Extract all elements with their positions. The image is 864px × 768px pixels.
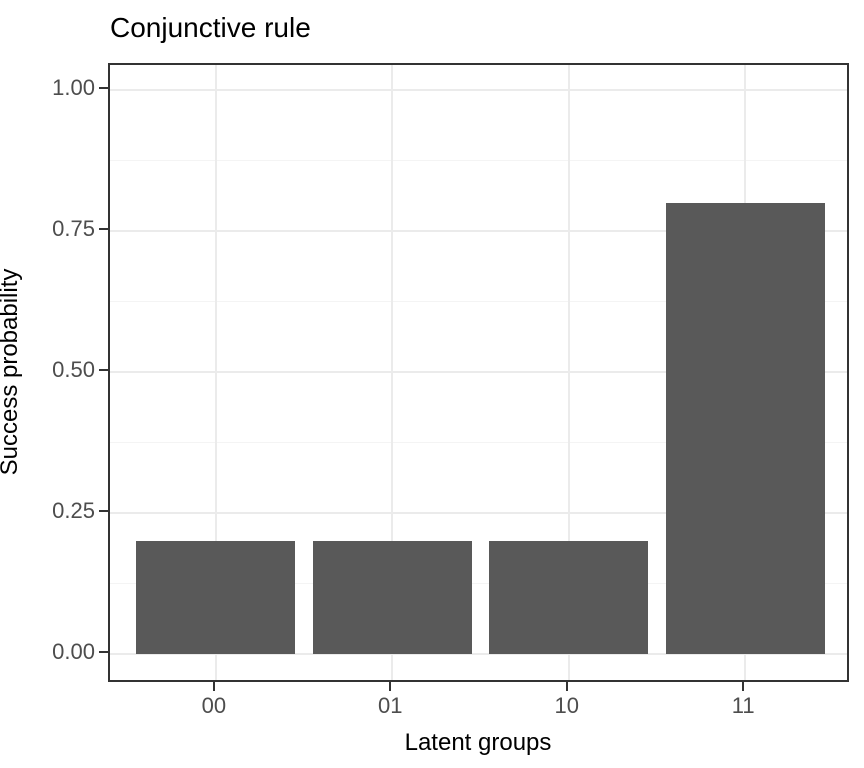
bar-11: [665, 202, 825, 654]
x-tick-mark: [565, 682, 568, 691]
y-tick-label: 0.25: [52, 498, 95, 523]
y-tick-mark: [99, 369, 108, 371]
gridline-minor: [110, 442, 847, 443]
gridline-major-y: [110, 371, 847, 373]
x-axis-title: Latent groups: [404, 729, 552, 756]
chart-title: Conjunctive rule: [110, 12, 311, 43]
y-tick-label: 0.00: [52, 639, 95, 664]
x-tick-mark: [212, 682, 215, 691]
y-tick-label: 0.50: [52, 357, 95, 382]
gridline-major-y: [110, 89, 847, 91]
y-tick-mark: [99, 510, 108, 512]
gridline-major-x: [567, 65, 570, 680]
x-tick-label: 11: [731, 693, 755, 718]
gridline-major-x: [391, 65, 394, 680]
x-tick-label: 10: [554, 693, 579, 718]
x-tick-mark: [389, 682, 392, 691]
y-axis-title: Success probability: [0, 268, 23, 476]
y-tick-mark: [99, 651, 108, 653]
bar-10: [489, 541, 649, 654]
gridline-minor: [110, 583, 847, 584]
gridline-major-x: [214, 65, 217, 680]
gridline-minor: [110, 301, 847, 302]
y-tick-mark: [99, 87, 108, 89]
gridline-minor: [110, 160, 847, 161]
x-tick-mark: [742, 682, 745, 691]
bar-00: [136, 541, 296, 654]
x-tick-label: 01: [378, 693, 403, 718]
x-tick-label: 00: [201, 693, 227, 718]
plot-panel: [108, 63, 849, 682]
bar-01: [312, 541, 472, 654]
gridline-major-y: [110, 653, 847, 655]
gridline-major-y: [110, 230, 847, 232]
y-tick-label: 0.75: [52, 216, 95, 241]
y-tick-mark: [99, 228, 108, 230]
y-tick-label: 1.00: [52, 75, 95, 100]
gridline-major-y: [110, 512, 847, 514]
